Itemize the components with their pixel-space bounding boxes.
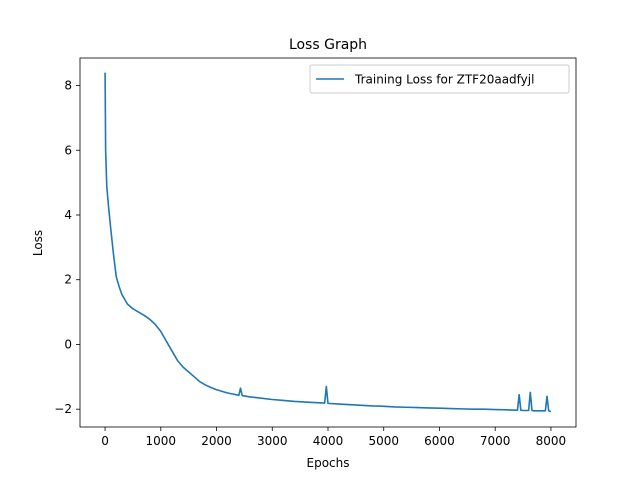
y-tick-label: 6	[64, 143, 72, 157]
y-tick-label: 8	[64, 79, 72, 93]
x-tick-label: 5000	[368, 434, 399, 448]
plot-area-background	[80, 58, 576, 427]
x-axis-label: Epochs	[307, 456, 350, 470]
y-axis-label: Loss	[31, 230, 45, 256]
x-tick-label: 2000	[201, 434, 232, 448]
x-tick-label: 4000	[313, 434, 344, 448]
y-tick-label: −2	[54, 402, 72, 416]
x-axis-ticks: 0 1000 2000 3000 4000 5000 6000 7000 8000	[101, 427, 566, 448]
y-tick-label: 0	[64, 337, 72, 351]
x-tick-label: 8000	[536, 434, 567, 448]
x-tick-label: 1000	[146, 434, 177, 448]
x-tick-label: 3000	[257, 434, 288, 448]
chart-title: Loss Graph	[289, 37, 367, 53]
y-tick-label: 4	[64, 208, 72, 222]
y-tick-label: 2	[64, 273, 72, 287]
x-tick-label: 6000	[424, 434, 455, 448]
legend-box	[309, 64, 570, 94]
training-loss-line	[104, 72, 552, 413]
legend-label: Training Loss for ZTF20aadfyjl	[354, 73, 534, 87]
x-tick-label: 7000	[480, 434, 511, 448]
plot-frame	[79, 57, 577, 428]
x-tick-label: 0	[101, 434, 109, 448]
legend: Training Loss for ZTF20aadfyjl	[309, 64, 570, 94]
y-axis-ticks: −2 0 2 4 6 8	[54, 79, 80, 416]
